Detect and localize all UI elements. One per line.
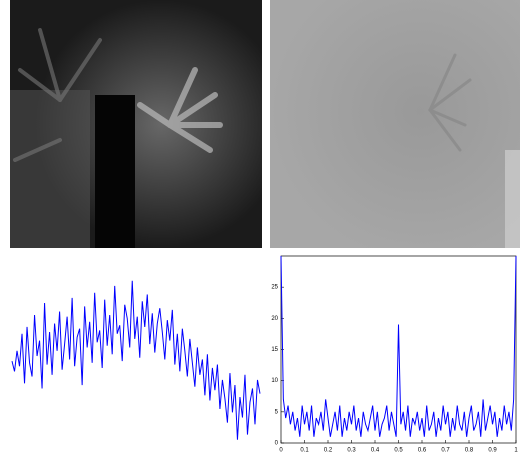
x-tick-label: 0.7 <box>441 448 450 454</box>
x-tick-label: 0.6 <box>418 448 427 454</box>
residual-image <box>270 0 520 248</box>
signal-line <box>280 255 517 437</box>
photo <box>10 0 262 248</box>
x-tick-label: 0.8 <box>465 448 474 454</box>
axes-box <box>280 255 517 444</box>
x-tick-label: 0.9 <box>488 448 497 454</box>
y-tick-label: 10 <box>271 378 278 384</box>
y-tick-label: 0 <box>275 441 279 447</box>
x-tick-label: 0.3 <box>347 448 356 454</box>
y-tick-label: 5 <box>275 409 279 415</box>
x-tick-label: 0.4 <box>371 448 380 454</box>
x-tick-label: 0 <box>279 448 283 454</box>
signal-line <box>11 280 261 440</box>
x-tick-label: 0.2 <box>324 448 333 454</box>
y-tick-label: 15 <box>271 347 278 353</box>
x-tick-label: 1 <box>514 448 518 454</box>
y-tick-label: 25 <box>271 285 278 291</box>
x-tick-label: 0.1 <box>300 448 309 454</box>
y-tick-label: 20 <box>271 316 278 322</box>
x-tick-label: 0.5 <box>394 448 403 454</box>
